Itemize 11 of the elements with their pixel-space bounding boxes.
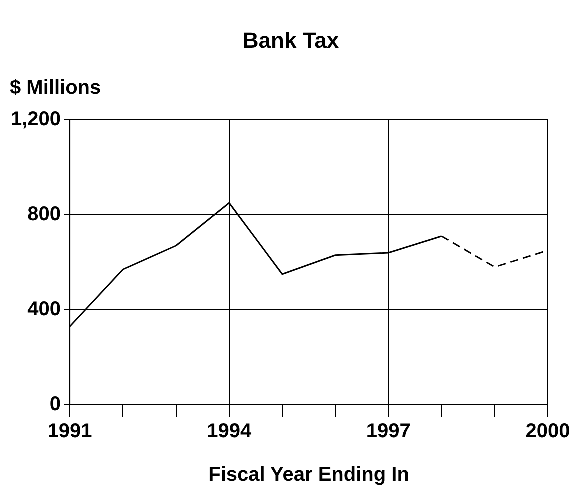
x-tick-label: 1991 xyxy=(48,420,92,443)
x-tick-label: 2000 xyxy=(526,420,570,443)
y-tick-label: 400 xyxy=(28,298,62,321)
x-tick-label: 1994 xyxy=(207,420,252,443)
chart-title: Bank Tax xyxy=(242,28,340,53)
y-tick-label: 1,200 xyxy=(10,108,62,131)
x-tick-label: 1997 xyxy=(366,420,411,443)
y-tick-label: 800 xyxy=(28,204,62,226)
y-tick-label: 0 xyxy=(50,394,62,416)
x-axis-title: Fiscal Year Ending In xyxy=(208,464,410,486)
y-axis-title: $ Millions xyxy=(10,77,102,99)
